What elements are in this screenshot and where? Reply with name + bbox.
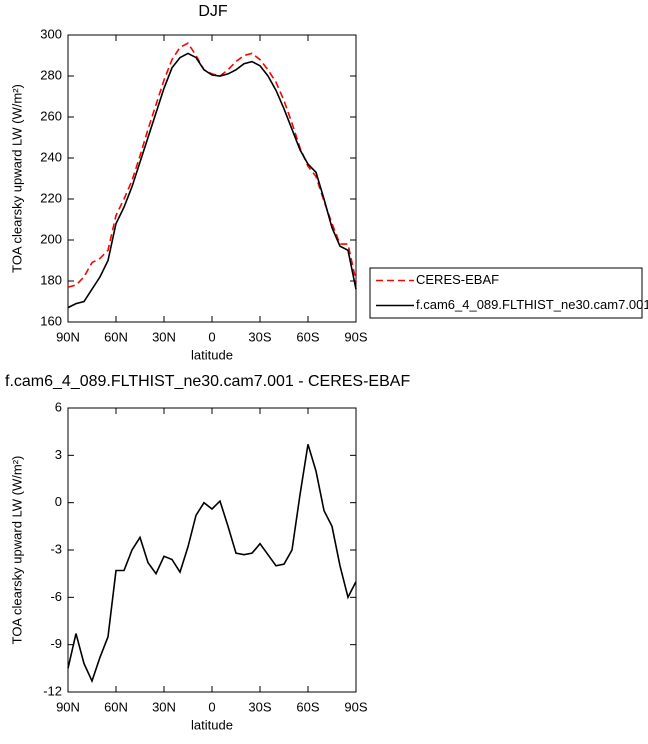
legend-label: CERES-EBAF (416, 272, 499, 287)
y-tick-label: -3 (50, 541, 62, 556)
data-line (67, 444, 357, 684)
chart-title: DJF (198, 3, 228, 20)
y-tick-label: 240 (40, 149, 62, 164)
y-tick-label: 160 (40, 313, 62, 328)
x-tick-label: 90S (344, 699, 367, 714)
x-tick-label: 0 (208, 329, 215, 344)
x-tick-label: 90S (344, 329, 367, 344)
x-tick-label: 30S (248, 329, 271, 344)
plot-frame (67, 407, 357, 693)
y-tick-label: 220 (40, 190, 62, 205)
y-tick-label: 3 (55, 447, 62, 462)
y-tick-label: 260 (40, 108, 62, 123)
y-axis-label: TOA clearsky upward LW (W/m²) (9, 84, 24, 273)
x-tick-label: 60N (104, 699, 128, 714)
x-tick-label: 30N (152, 329, 176, 344)
y-tick-label: 6 (55, 399, 62, 414)
y-axis-label: TOA clearsky upward LW (W/m²) (9, 456, 24, 645)
x-tick-label: 30S (248, 699, 271, 714)
y-tick-label: -9 (50, 636, 62, 651)
legend-box (369, 267, 643, 319)
x-tick-label: 0 (208, 699, 215, 714)
y-tick-label: 200 (40, 231, 62, 246)
legend-label: f.cam6_4_089.FLTHIST_ne30.cam7.001 (416, 297, 648, 312)
y-tick-label: 300 (40, 26, 62, 41)
data-line (67, 42, 357, 288)
data-line (67, 52, 357, 309)
y-tick-label: 280 (40, 67, 62, 82)
y-tick-label: -6 (50, 589, 62, 604)
x-tick-label: 60S (296, 329, 319, 344)
x-axis-label: latitude (191, 717, 233, 732)
x-tick-label: 60N (104, 329, 128, 344)
x-tick-label: 90N (56, 699, 80, 714)
x-axis-label: latitude (191, 347, 233, 362)
y-tick-label: -12 (43, 683, 62, 698)
x-tick-label: 90N (56, 329, 80, 344)
x-tick-label: 30N (152, 699, 176, 714)
x-tick-label: 60S (296, 699, 319, 714)
plot-frame (67, 34, 357, 323)
chart-title: f.cam6_4_089.FLTHIST_ne30.cam7.001 - CER… (5, 373, 410, 390)
y-tick-label: 0 (55, 494, 62, 509)
y-tick-label: 180 (40, 272, 62, 287)
